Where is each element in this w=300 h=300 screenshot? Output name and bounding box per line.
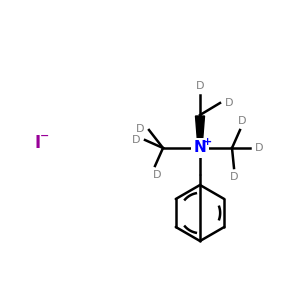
Text: D: D (230, 172, 238, 182)
Text: D: D (238, 116, 246, 126)
Text: +: + (202, 137, 211, 147)
Text: D: D (196, 81, 204, 91)
Text: N: N (194, 140, 206, 155)
Polygon shape (196, 116, 205, 148)
Text: D: D (132, 135, 140, 145)
Text: −: − (40, 131, 50, 141)
Text: D: D (136, 124, 144, 134)
Text: D: D (153, 170, 161, 180)
Text: I: I (35, 134, 41, 152)
Text: D: D (225, 98, 233, 108)
Text: D: D (255, 143, 263, 153)
